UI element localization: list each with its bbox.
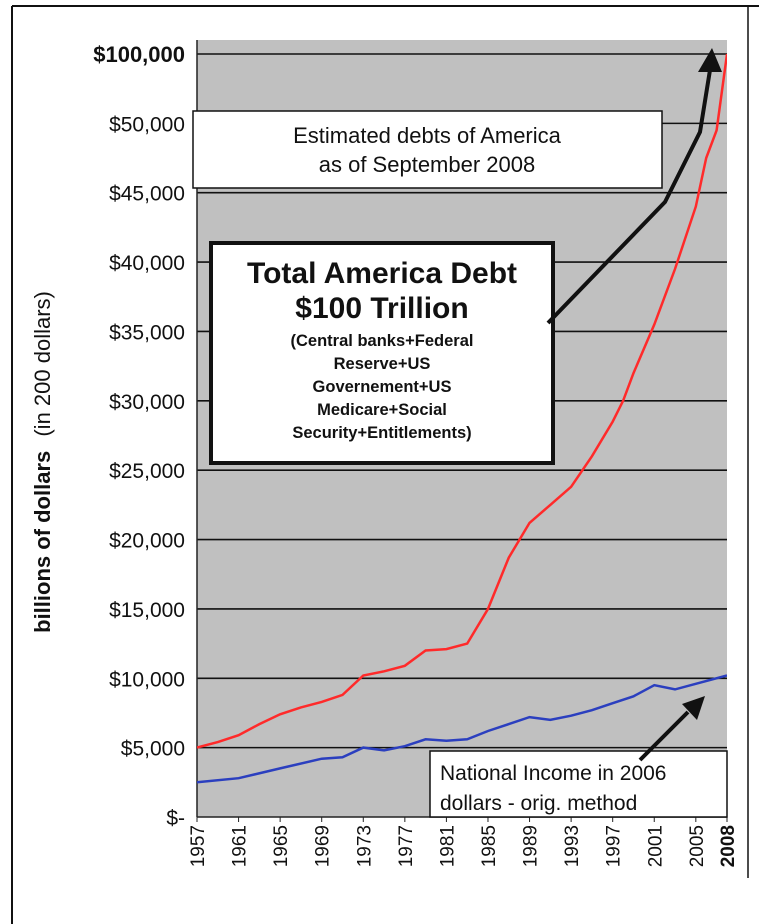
- x-tick-label: 2005: [687, 825, 708, 867]
- arrow-to-income: [638, 710, 690, 762]
- x-tick-label: 1965: [271, 825, 292, 867]
- national-income-annotation: National Income in 2006 dollars - orig. …: [429, 750, 728, 818]
- total-debt-detail-line: (Central banks+Federal: [291, 332, 474, 350]
- x-tick-label: 2008: [718, 825, 739, 867]
- x-tick-label: 2001: [645, 825, 666, 867]
- x-axis-ticks: 1957 1961 1965 1969 1973 1977 1981 1985 1989 1993…: [188, 817, 739, 867]
- y-axis-label-bold: billions of dollars: [30, 451, 55, 633]
- arrow-head-peak: [698, 48, 722, 72]
- total-debt-detail-line: Reserve+US: [334, 355, 431, 373]
- arrow-to-peak: [546, 69, 712, 325]
- total-debt-detail-line: Governement+US: [313, 378, 452, 396]
- x-tick-label: 1981: [437, 825, 458, 867]
- x-tick-label: 1997: [604, 825, 625, 867]
- x-tick-label: 1961: [230, 825, 251, 867]
- national-income-box: [429, 750, 728, 818]
- x-tick-label: 1989: [521, 825, 542, 867]
- y-tick-label: $40,000: [109, 252, 185, 275]
- y-tick-label: $5,000: [121, 738, 185, 761]
- y-axis-label: billions of dollars (in 200 dollars): [30, 291, 55, 633]
- national-income-line1: National Income in 2006: [440, 762, 666, 785]
- y-axis-ticks: $- $5,000 $10,000 $15,000 $20,000 $25,000 $30,…: [93, 42, 185, 830]
- x-tick-label: 1957: [188, 825, 209, 867]
- series-line-national-income: [197, 674, 727, 784]
- y-tick-label: $25,000: [109, 460, 185, 483]
- total-debt-detail-line: Security+Entitlements): [292, 424, 471, 442]
- x-tick-label: 1969: [313, 825, 334, 867]
- series-line-total-debt: [197, 53, 727, 749]
- y-tick-label: $20,000: [109, 530, 185, 553]
- total-debt-details: (Central banks+Federal Reserve+US Governem…: [291, 332, 474, 442]
- x-tick-label: 1977: [396, 825, 417, 867]
- total-debt-box: [209, 241, 555, 465]
- total-debt-title: Total America Debt: [247, 257, 517, 290]
- y-tick-label: $10,000: [109, 668, 185, 691]
- header-annotation: Estimated debts of America as of Septemb…: [192, 110, 663, 189]
- total-debt-annotation: Total America Debt $100 Trillion (Centra…: [209, 241, 555, 465]
- y-axis-label-normal: (in 200 dollars): [30, 291, 55, 437]
- y-tick-label: $50,000: [109, 113, 185, 136]
- y-tick-label: $100,000: [93, 42, 185, 67]
- y-tick-label: $35,000: [109, 321, 185, 344]
- total-debt-detail-line: Medicare+Social: [317, 401, 447, 419]
- header-annotation-line2: as of September 2008: [319, 152, 535, 177]
- y-tick-label: $15,000: [109, 599, 185, 622]
- x-tick-label: 1973: [354, 825, 375, 867]
- arrow-head-income: [682, 696, 705, 720]
- x-tick-label: 1985: [479, 825, 500, 867]
- total-debt-amount: $100 Trillion: [295, 292, 468, 325]
- national-income-line2: dollars - orig. method: [440, 792, 637, 815]
- y-tick-label: $-: [166, 807, 185, 830]
- x-tick-label: 1993: [562, 825, 583, 867]
- y-tick-label: $30,000: [109, 391, 185, 414]
- header-annotation-line1: Estimated debts of America: [293, 123, 562, 148]
- header-annotation-box: [192, 110, 663, 189]
- y-tick-label: $45,000: [109, 183, 185, 206]
